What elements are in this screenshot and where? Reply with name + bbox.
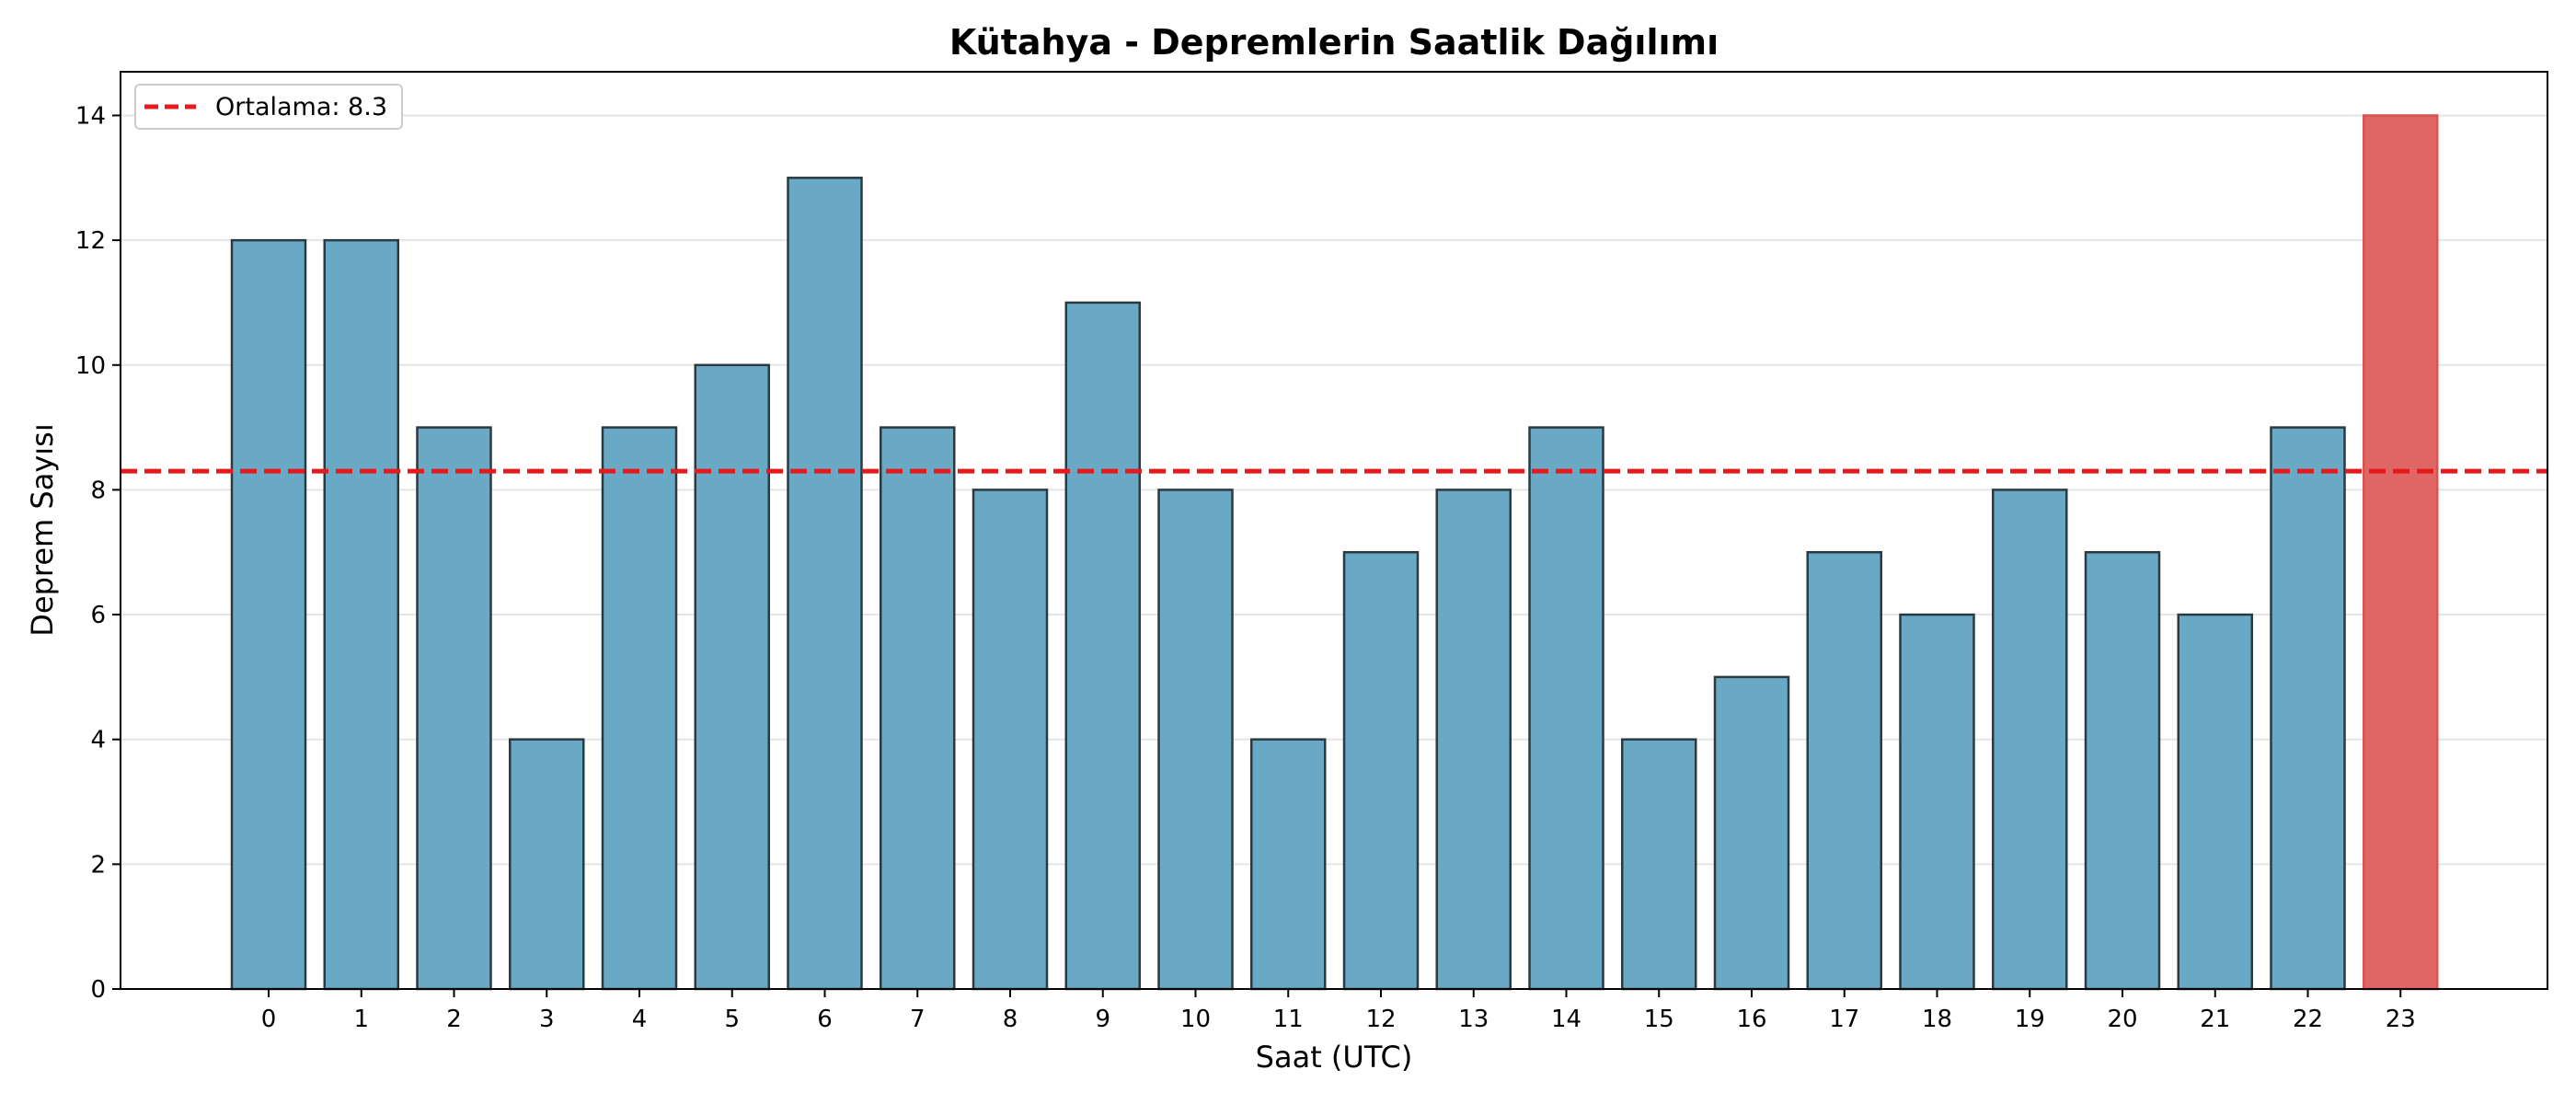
y-tick-label: 4	[90, 727, 106, 754]
y-tick-label: 14	[75, 102, 106, 130]
bar	[2084, 550, 2161, 991]
bar	[880, 426, 956, 991]
x-tick-label: 7	[910, 1006, 926, 1033]
x-tick-label: 11	[1273, 1006, 1304, 1033]
x-tick-label: 16	[1736, 1006, 1766, 1033]
x-tick-label: 22	[2293, 1006, 2323, 1033]
x-tick-label: 1	[353, 1006, 369, 1033]
y-tick-label: 6	[90, 602, 106, 629]
plot-frame	[120, 71, 2548, 990]
y-tick-label: 8	[90, 477, 106, 504]
x-tick-label: 3	[539, 1006, 555, 1033]
x-tick-label: 21	[2200, 1006, 2230, 1033]
x-tick-label: 4	[632, 1006, 648, 1033]
bar	[1992, 489, 2068, 991]
y-axis-ticks: 0 2 4 6 8 10 12 14	[75, 102, 121, 1004]
bar	[2363, 114, 2439, 991]
bar	[787, 177, 863, 991]
x-axis-label: Saat (UTC)	[1256, 1040, 1413, 1075]
x-tick-label: 9	[1095, 1006, 1110, 1033]
bar	[601, 426, 678, 991]
x-tick-label: 18	[1922, 1006, 1952, 1033]
bar	[1064, 301, 1141, 991]
bar	[1713, 675, 1790, 991]
bars	[230, 114, 2439, 991]
legend-box	[134, 84, 403, 130]
bar	[1250, 738, 1327, 991]
x-tick-label: 20	[2107, 1006, 2137, 1033]
x-tick-label: 2	[446, 1006, 462, 1033]
y-tick-label: 12	[75, 227, 106, 255]
bar	[509, 738, 585, 991]
bar	[1342, 550, 1420, 991]
bar	[2270, 426, 2346, 991]
x-tick-label: 6	[817, 1006, 833, 1033]
legend: Ortalama: 8.3	[134, 84, 403, 130]
bar	[694, 363, 770, 991]
bar	[1899, 613, 1975, 991]
bar	[1621, 738, 1697, 991]
x-axis-ticks: 0 1 2 3 4 5 6 7 8 9 10 11 12 13 14 15 16 17 18 19 20 21 22 23	[261, 989, 2416, 1033]
y-tick-label: 0	[90, 976, 106, 1004]
y-axis-label: Deprem Sayısı	[25, 423, 60, 636]
x-tick-label: 17	[1829, 1006, 1859, 1033]
bar	[1435, 489, 1512, 991]
bar	[323, 238, 399, 991]
x-tick-label: 19	[2015, 1006, 2045, 1033]
legend-mean-label: Ortalama: 8.3	[215, 93, 387, 121]
bar	[230, 238, 307, 991]
bar	[1806, 550, 1882, 991]
x-tick-label: 10	[1180, 1006, 1211, 1033]
y-tick-label: 10	[75, 352, 106, 380]
x-tick-label: 23	[2386, 1006, 2416, 1033]
x-tick-label: 13	[1458, 1006, 1489, 1033]
bar	[1528, 426, 1604, 991]
y-tick-label: 2	[90, 851, 106, 879]
bar	[2177, 613, 2253, 991]
x-tick-label: 8	[1003, 1006, 1018, 1033]
bar	[416, 426, 492, 991]
x-tick-label: 14	[1551, 1006, 1581, 1033]
bar	[972, 489, 1049, 991]
x-tick-label: 5	[724, 1006, 740, 1033]
x-tick-label: 15	[1644, 1006, 1674, 1033]
x-tick-label: 12	[1365, 1006, 1396, 1033]
bar	[1157, 489, 1234, 991]
chart-title: Kütahya - Depremlerin Saatlik Dağılımı	[949, 22, 1719, 63]
x-tick-label: 0	[261, 1006, 277, 1033]
